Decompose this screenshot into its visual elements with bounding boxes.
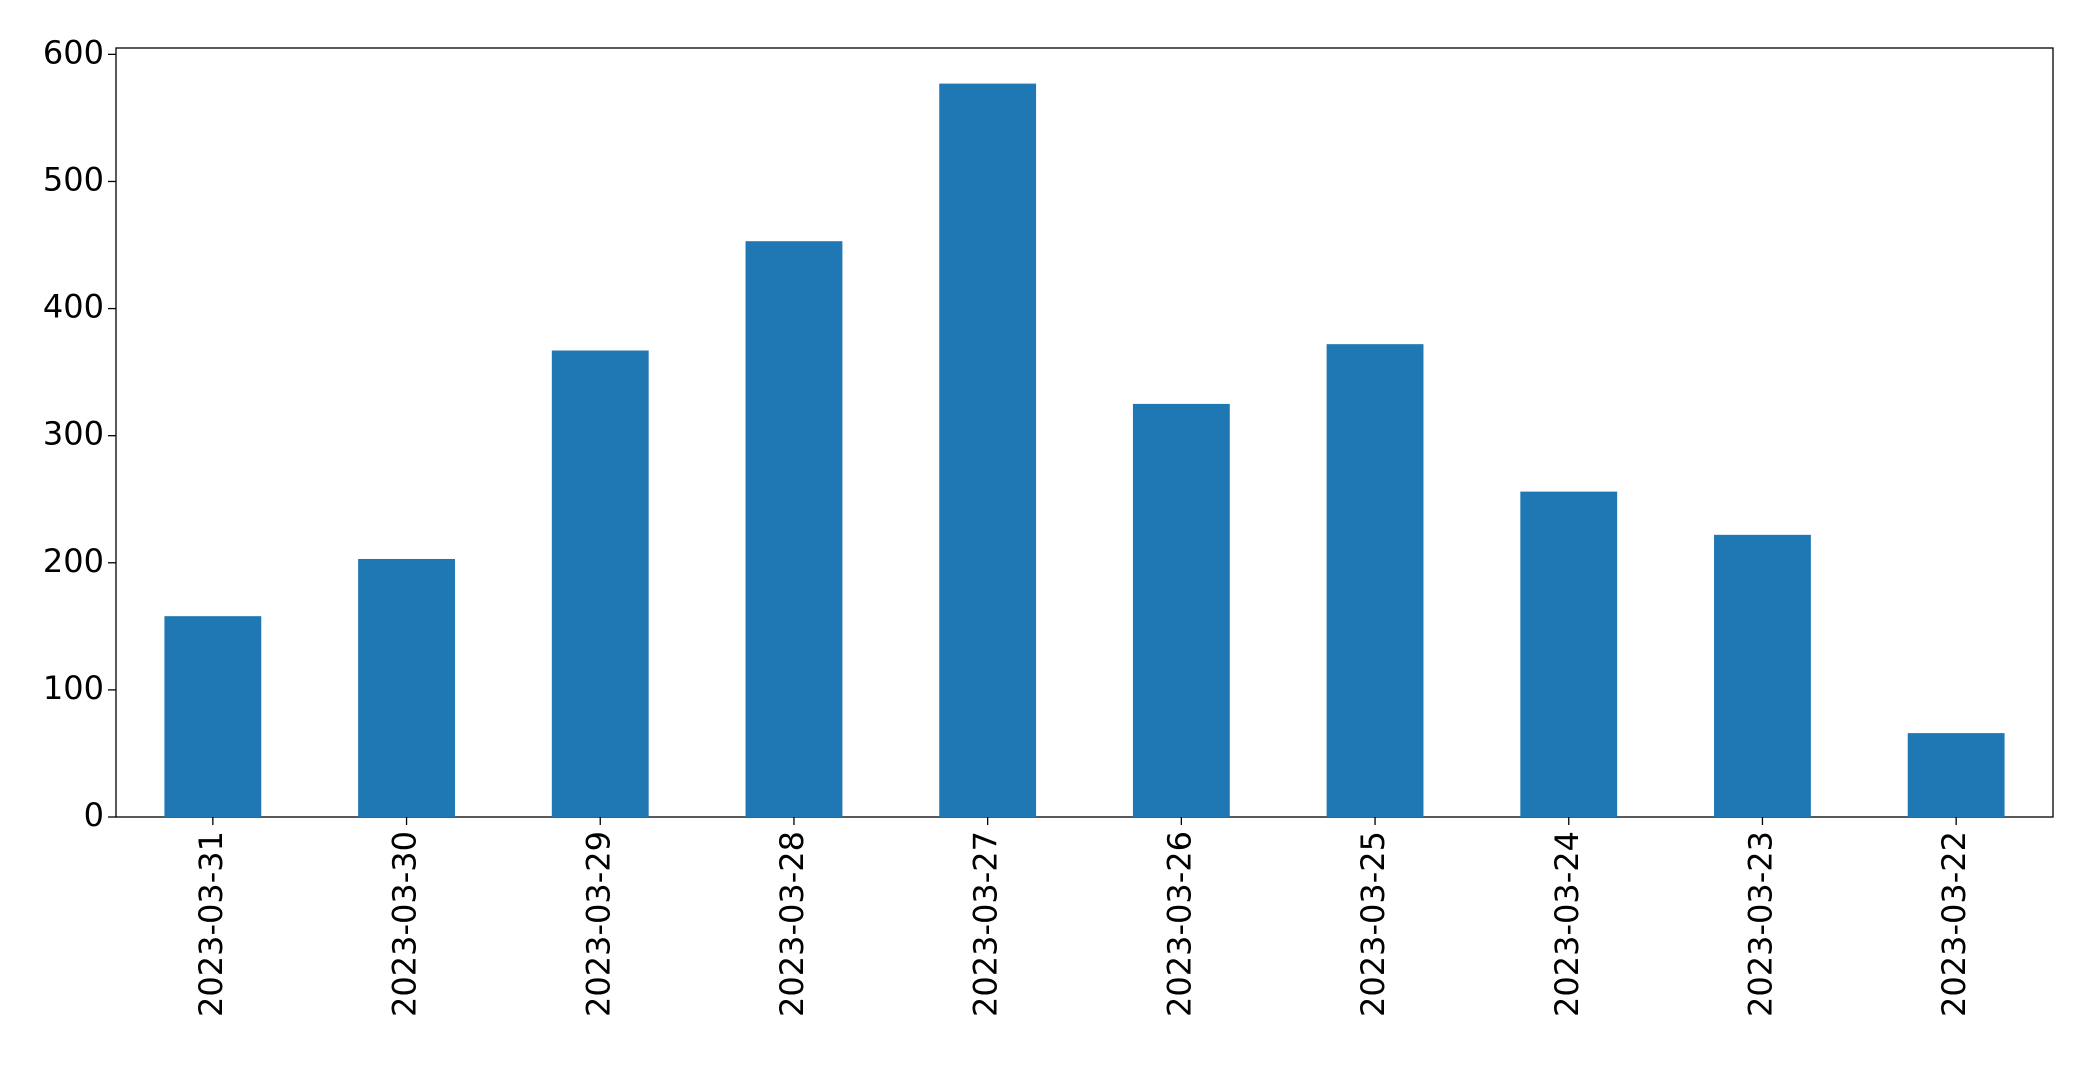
bar [1520, 491, 1618, 817]
bar [1132, 403, 1230, 817]
y-tick-label: 200 [43, 542, 104, 580]
x-tick-label: 2023-03-24 [1548, 831, 1586, 1017]
x-tick-label: 2023-03-25 [1354, 831, 1392, 1017]
bar [164, 616, 262, 817]
x-tick-label: 2023-03-26 [1160, 831, 1198, 1017]
bar [1907, 733, 2005, 817]
bar [1326, 344, 1424, 817]
y-tick-label: 400 [43, 288, 104, 326]
bar [1714, 534, 1811, 817]
x-tick-label: 2023-03-29 [579, 831, 617, 1017]
x-tick-label: 2023-03-31 [192, 831, 230, 1017]
x-tick-label: 2023-03-22 [1935, 831, 1973, 1017]
bar [551, 350, 649, 817]
y-tick-label: 100 [43, 669, 104, 707]
bar [358, 558, 455, 817]
x-tick-label: 2023-03-27 [967, 831, 1005, 1017]
x-tick-label: 2023-03-30 [386, 831, 424, 1017]
y-tick-label: 600 [43, 33, 104, 71]
plot-frame [115, 47, 2054, 818]
bar [745, 241, 843, 817]
y-tick-label: 300 [43, 415, 104, 453]
x-tick-label: 2023-03-28 [773, 831, 811, 1017]
y-tick-label: 0 [84, 796, 104, 834]
x-tick-label: 2023-03-23 [1741, 831, 1779, 1017]
bar [939, 83, 1037, 817]
y-tick-label: 500 [43, 160, 104, 198]
